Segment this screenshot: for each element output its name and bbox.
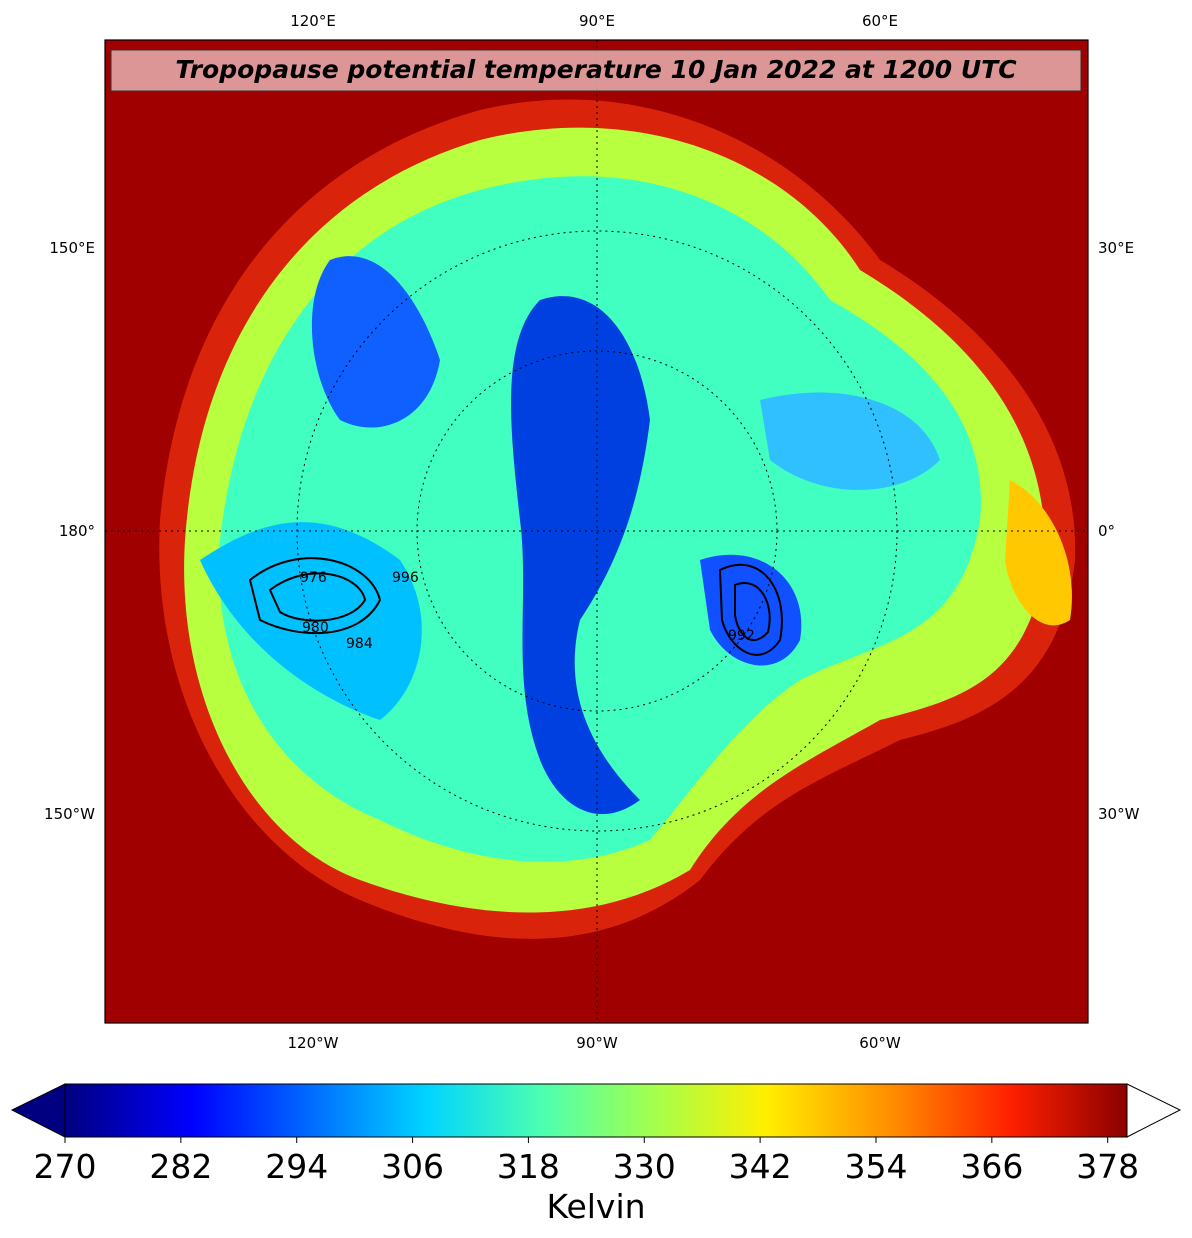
contour-label: 984	[346, 636, 373, 652]
colorbar-tick-label: 294	[265, 1147, 328, 1186]
colorbar-extend-low	[10, 1083, 66, 1138]
colorbar-extend-high	[1126, 1083, 1182, 1138]
map: 976 980 984 996 992	[105, 40, 1088, 1023]
lon-label: 30°W	[1098, 805, 1140, 823]
colorbar-tick-label: 282	[149, 1147, 212, 1186]
colorbar-tick-label: 318	[497, 1147, 560, 1186]
lon-label: 180°	[59, 522, 95, 540]
colorbar-label: Kelvin	[546, 1187, 645, 1226]
colorbar-tick-label: 366	[960, 1147, 1023, 1186]
contour-label: 976	[300, 570, 327, 586]
lon-label: 0°	[1098, 522, 1115, 540]
colorbar-tick-label: 306	[381, 1147, 444, 1186]
lon-label: 60°E	[862, 12, 898, 30]
colorbar-tick-label: 378	[1076, 1147, 1139, 1186]
lon-label: 150°W	[44, 805, 95, 823]
lon-label: 30°E	[1098, 239, 1134, 257]
colorbar-tick-label: 330	[613, 1147, 676, 1186]
map-title: Tropopause potential temperature 10 Jan …	[175, 55, 1017, 84]
colorbar-tick-label: 270	[34, 1147, 97, 1186]
colorbar-tick-label: 354	[844, 1147, 907, 1186]
contour-label: 992	[728, 628, 755, 644]
colorbar: Kelvin 270 282 294 306 318 330 342 354 366 378	[10, 1083, 1182, 1226]
title-box	[110, 49, 1082, 92]
colorbar-tick-label: 342	[729, 1147, 792, 1186]
colorbar-bar	[64, 1083, 1128, 1138]
lon-label: 120°E	[290, 12, 336, 30]
contour-label: 996	[392, 570, 419, 586]
lon-label: 150°E	[49, 239, 95, 257]
contour-label: 980	[302, 620, 329, 636]
lon-label: 90°E	[579, 12, 615, 30]
map-frame	[104, 39, 1089, 1024]
lon-label: 60°W	[859, 1034, 901, 1052]
lon-label: 90°W	[576, 1034, 618, 1052]
lon-label: 120°W	[288, 1034, 339, 1052]
